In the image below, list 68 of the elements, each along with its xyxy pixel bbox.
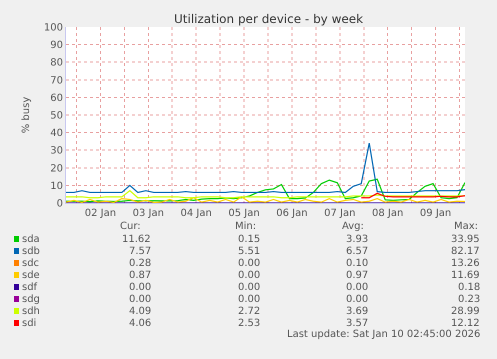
text: 0.87 (129, 270, 152, 281)
legend-label: sdi (22, 318, 36, 329)
text: 3.93 (346, 234, 368, 245)
text: 0.15 (238, 234, 260, 245)
y-tick-label: 40 (50, 128, 63, 140)
text: 0.97 (346, 270, 368, 281)
y-tick-label: 30 (50, 146, 63, 157)
text: 7.57 (129, 246, 152, 257)
legend-label: sdc (22, 258, 40, 269)
text: 0.28 (129, 258, 152, 269)
x-tick-label: 04 Jan (180, 208, 212, 219)
legend-label: sdb (22, 246, 40, 257)
text: 28.99 (451, 306, 480, 317)
x-tick-label: 07 Jan (324, 208, 356, 219)
text: 2.53 (238, 318, 260, 329)
y-tick-label: 90 (50, 40, 63, 52)
text: Last update: Sat Jan 10 02:45:00 2026 (287, 329, 480, 340)
y-tick-label: 60 (50, 92, 63, 104)
y-tick-label: 50 (50, 110, 63, 122)
y-tick-label: 70 (50, 75, 63, 86)
text: 6.57 (346, 246, 368, 257)
y-tick-label: 100 (44, 22, 63, 34)
text: 0.00 (346, 282, 368, 293)
text: 0.00 (129, 282, 152, 293)
text: 0.00 (238, 258, 260, 269)
text: 13.26 (451, 258, 480, 269)
legend-label: sde (22, 270, 40, 281)
y-tick-label: 20 (50, 163, 63, 174)
y-axis-title: % busy (20, 96, 32, 134)
text: 0.18 (458, 282, 480, 293)
text: 0.00 (238, 282, 260, 293)
text: 2.72 (238, 306, 260, 317)
text: Cur: (120, 221, 141, 232)
legend-label: sdg (22, 294, 40, 305)
x-tick-label: 02 Jan (84, 208, 116, 219)
text: 33.95 (451, 234, 480, 245)
text: 4.09 (129, 306, 152, 317)
text: 0.10 (346, 258, 368, 269)
y-tick-label: 0 (56, 198, 63, 210)
line-series (66, 142, 465, 194)
y-tick-label: 10 (50, 180, 63, 192)
text: Min: (235, 221, 256, 232)
text: 82.17 (451, 246, 480, 257)
text: 0.00 (238, 270, 260, 281)
text: Avg: (342, 221, 364, 232)
text: 5.51 (238, 246, 260, 257)
text: 0.00 (346, 294, 368, 305)
text: 11.62 (122, 234, 151, 245)
text: Max: (454, 221, 478, 232)
text: 0.00 (238, 294, 260, 305)
y-tick-label: 80 (50, 58, 63, 69)
legend-label: sdh (22, 306, 40, 317)
text: 12.12 (451, 318, 480, 329)
text: 4.06 (129, 318, 152, 329)
legend-label: sda (22, 234, 40, 245)
text: 11.69 (451, 270, 480, 281)
x-tick-label: 05 Jan (228, 208, 260, 219)
text: 0.23 (458, 294, 480, 305)
x-tick-label: 09 Jan (420, 208, 452, 219)
legend-label: sdf (22, 282, 38, 293)
text: 3.57 (346, 318, 368, 329)
chart-title: Utilization per device - by week (174, 12, 364, 26)
x-tick-label: 08 Jan (372, 208, 404, 219)
x-tick-label: 06 Jan (276, 208, 308, 219)
text: 3.69 (346, 306, 368, 317)
line-series (66, 190, 465, 198)
x-tick-label: 03 Jan (132, 208, 164, 219)
text: 0.00 (129, 294, 152, 305)
